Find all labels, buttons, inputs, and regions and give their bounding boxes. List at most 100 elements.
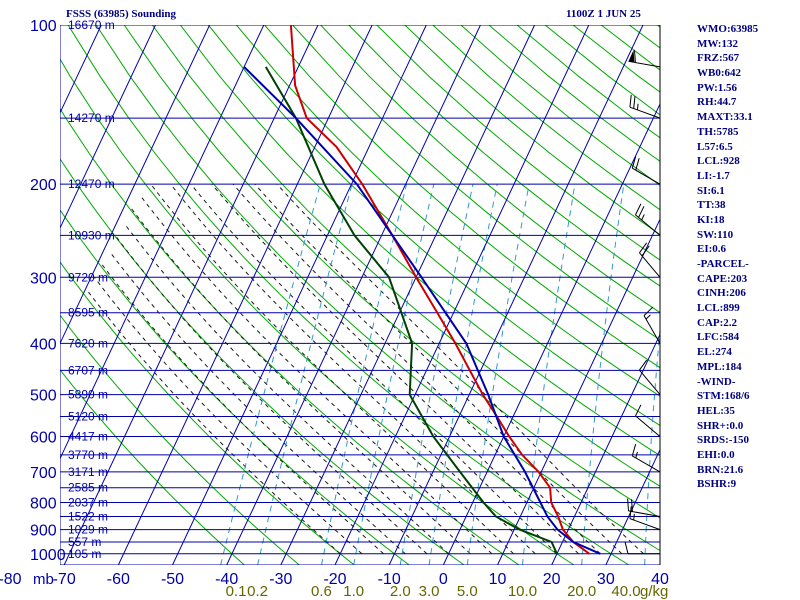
- index-item: MW:132: [697, 37, 738, 50]
- moist-adiabat: [232, 183, 601, 555]
- pressure-tick-labels: 100 200 300 400 500 600 700 800 900 1000: [30, 18, 66, 564]
- barb-full: [639, 359, 648, 371]
- barb-full: [641, 245, 650, 257]
- moist-adiabat: [190, 183, 558, 555]
- isotherm: [60, 25, 156, 230]
- height-label: 12470 m: [68, 177, 115, 191]
- barb-full: [629, 94, 632, 108]
- temperature-tick-label: 40: [651, 571, 669, 588]
- height-label: 5890 m: [68, 388, 108, 402]
- y-axis-label: mb: [33, 571, 54, 588]
- moist-adiabat: [211, 183, 579, 555]
- mixing-ratio-unit: g/kg: [640, 583, 668, 600]
- barb-staff: [632, 167, 661, 185]
- height-label: 8595 m: [68, 306, 108, 320]
- dry-adiabat: [320, 25, 660, 314]
- barb-full: [635, 404, 642, 417]
- index-item: SHR+:0.0: [697, 419, 744, 432]
- index-item: TH:5785: [697, 125, 739, 138]
- temperature-tick-label: -30: [269, 571, 292, 588]
- mixing-ratio-line: [257, 184, 353, 565]
- dry-adiabat: [60, 368, 245, 565]
- index-item: FRZ:567: [697, 52, 740, 65]
- barb-half: [645, 314, 651, 320]
- dry-adiabat: [95, 25, 660, 552]
- barb-full: [638, 206, 645, 218]
- wind-barb: [629, 506, 661, 531]
- temperature-tick-label: -20: [323, 571, 346, 588]
- barb-full: [635, 203, 642, 216]
- dry-adiabat: [151, 25, 660, 487]
- mixing-ratio-label: 1.0: [343, 583, 364, 600]
- mixing-ratio-line: [466, 184, 530, 565]
- grid-lines: [0, 25, 660, 565]
- temperature-tick-label: -50: [161, 571, 184, 588]
- mixing-ratio-label: 3.0: [419, 583, 440, 600]
- moist-adiabat: [139, 195, 493, 555]
- isotherm: [0, 25, 47, 565]
- stability-indices-panel: WMO:63985 MW:132 FRZ:567 WB0:642 PW:1.56 RH:4…: [697, 22, 800, 492]
- index-item: LCL:928: [697, 155, 740, 168]
- index-item: KI:18: [697, 213, 725, 226]
- index-item: WMO:63985: [697, 23, 759, 35]
- wind-barb: [629, 94, 661, 119]
- barb-staff: [643, 315, 661, 344]
- isotherm: [172, 25, 427, 565]
- index-item: -PARCEL-: [697, 258, 749, 270]
- mixing-ratio-line: [428, 184, 498, 565]
- isotherm: [605, 448, 660, 565]
- barb-staff: [639, 252, 661, 278]
- index-item: PW:1.56: [697, 81, 738, 94]
- index-item: SI:6.1: [697, 184, 725, 197]
- moist-adiabat: [150, 183, 514, 555]
- barb-staff: [635, 415, 661, 437]
- temperature-tick-label: -70: [53, 571, 76, 588]
- height-label: 1029 m: [68, 523, 108, 537]
- index-item: -WIND-: [697, 375, 736, 388]
- dry-adiabat: [208, 25, 660, 427]
- moist-adiabat: [110, 252, 406, 555]
- height-labels: 16670 m 14270 m 12470 m 10930 m 9720 m 8595 m…: [68, 18, 115, 561]
- barb-half: [633, 513, 635, 521]
- dry-adiabats: [60, 25, 660, 565]
- barb-staff: [628, 60, 661, 68]
- mixing-ratio-line: [522, 184, 576, 565]
- dry-adiabat: [348, 25, 660, 287]
- dry-adiabat: [60, 58, 575, 565]
- pressure-tick-label: 500: [30, 388, 57, 405]
- height-label: 3770 m: [68, 448, 108, 462]
- index-item: HEL:35: [697, 404, 735, 417]
- mixing-ratio-labels: 0.1 0.2 0.6 1.0 2.0 3.0 5.0 10.0 20.0 40.0: [226, 583, 641, 600]
- index-item: STM:168/6: [697, 390, 750, 403]
- index-item: LCL:899: [697, 302, 740, 315]
- barb-full: [634, 50, 636, 63]
- pressure-tick-label: 700: [30, 465, 57, 482]
- barb-full: [631, 499, 633, 512]
- index-item: BRN:21.6: [697, 463, 744, 476]
- dry-adiabat: [60, 209, 410, 565]
- wind-barb: [631, 443, 661, 473]
- mixing-ratio-label: 40.0: [611, 583, 640, 600]
- pressure-tick-label: 800: [30, 496, 57, 513]
- mixing-ratio-line: [581, 184, 625, 565]
- mixing-ratio-line: [399, 184, 474, 565]
- moist-adiabat: [276, 183, 644, 555]
- mixing-ratio-label: 0.2: [247, 583, 268, 600]
- height-label: 3171 m: [68, 465, 108, 479]
- height-label: 16670 m: [68, 18, 115, 32]
- index-item: CAPE:203: [697, 272, 748, 285]
- height-label: 10930 m: [68, 228, 115, 242]
- pressure-tick-label: 1000: [30, 547, 66, 564]
- height-label: 557 m: [68, 535, 101, 549]
- barb-full: [635, 158, 640, 171]
- height-label: 2037 m: [68, 496, 108, 510]
- isotherm: [60, 25, 265, 460]
- temperature-tick-label: 10: [489, 571, 507, 588]
- isotherm: [60, 25, 211, 345]
- dry-adiabat: [60, 261, 355, 565]
- index-item: BSHR:9: [697, 478, 737, 491]
- isotherm: [334, 25, 590, 565]
- index-item: RH:44.7: [697, 96, 737, 109]
- mixing-ratio-line: [321, 184, 407, 565]
- barb-staff: [628, 510, 661, 517]
